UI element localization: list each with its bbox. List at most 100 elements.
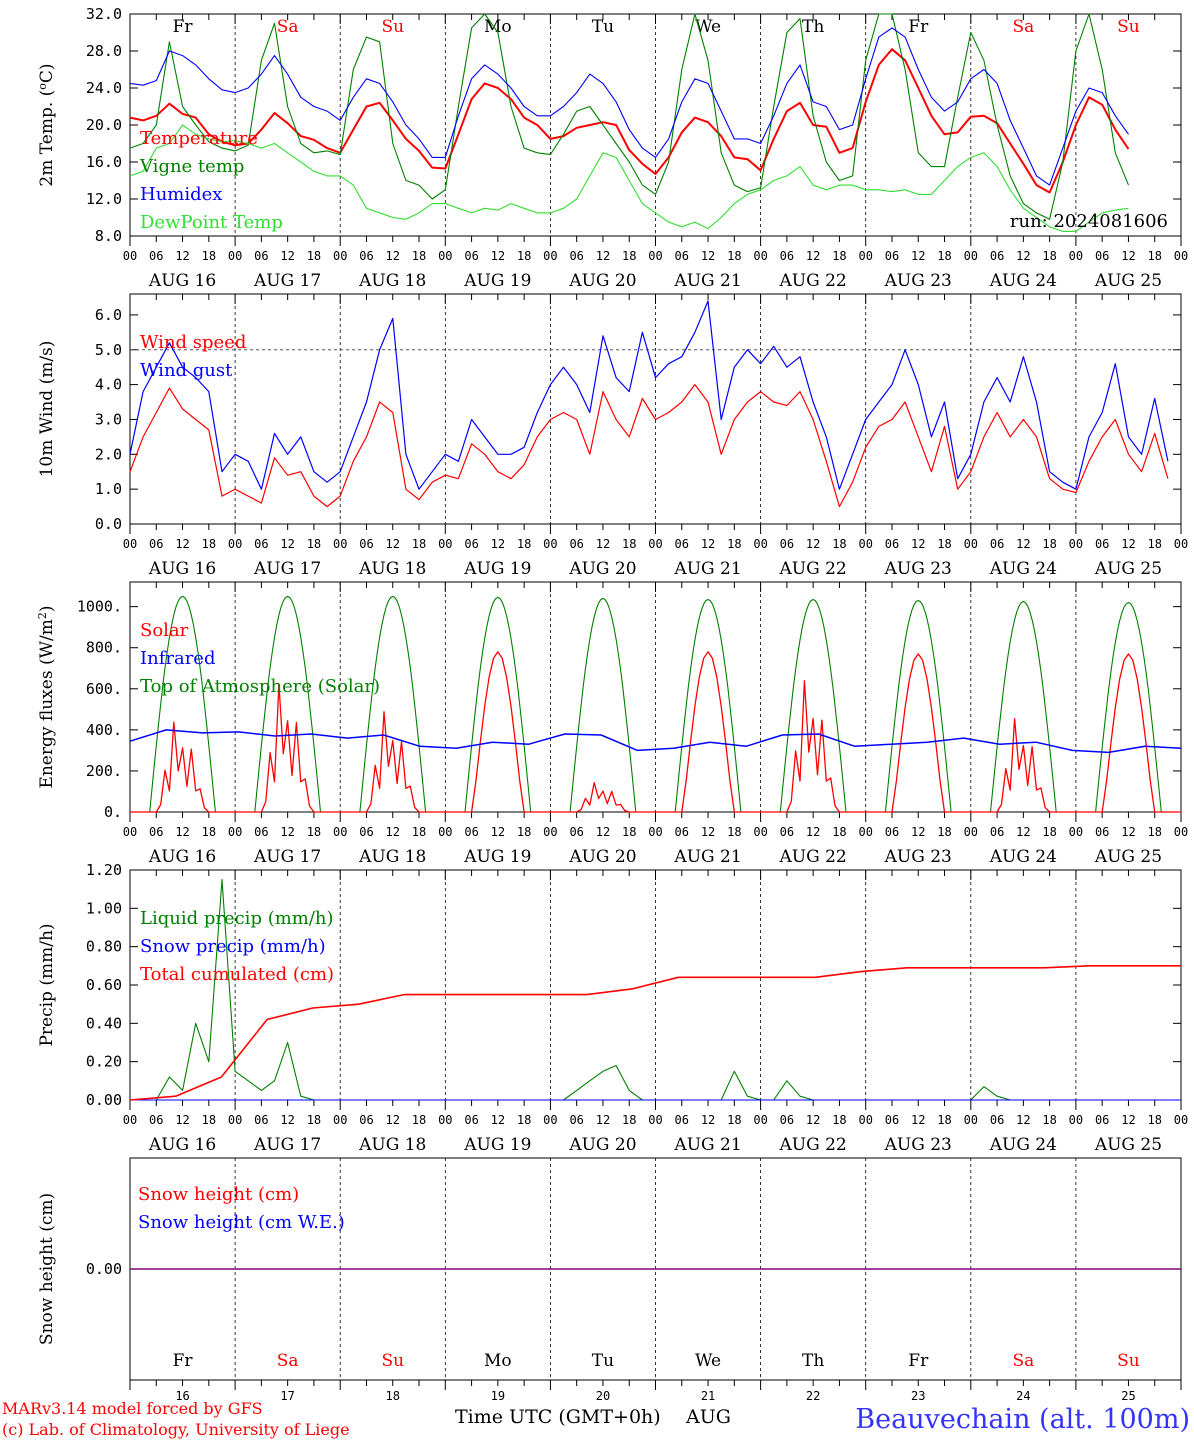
hour-label: 18 <box>412 249 426 263</box>
hour-label: 12 <box>386 1113 400 1127</box>
y-tick-label: 0.00 <box>86 1091 122 1109</box>
hour-label: 12 <box>911 249 925 263</box>
panel-4: 0.00 0.20 0.40 0.60 0.80 1.00 1.20 Precip (mm/h… <box>37 861 1188 1155</box>
panel-1: 8.0 12.0 16.0 20.0 24.0 28.0 32.0 2m Temp. (oC)… <box>36 5 1188 291</box>
date-label: AUG 23 <box>884 1135 952 1155</box>
y-tick-label: 0.40 <box>86 1014 122 1032</box>
y-tick-label: 0.00 <box>86 1260 122 1278</box>
hour-label: 18 <box>517 1113 531 1127</box>
date-label: AUG 19 <box>463 1135 531 1155</box>
date-label: AUG 24 <box>989 1135 1057 1155</box>
hour-label: 18 <box>832 249 846 263</box>
y-axis-label: Energy fluxes (W/m2) <box>36 605 57 788</box>
hour-label: 06 <box>990 1113 1004 1127</box>
day-number-label: 20 <box>596 1389 610 1403</box>
day-number-label: 23 <box>911 1389 925 1403</box>
hour-label: 12 <box>596 537 610 551</box>
series-vigne-temp <box>129 13 1130 220</box>
legend-entry: Total cumulated (cm) <box>140 964 334 985</box>
hour-label: 18 <box>1042 537 1056 551</box>
hour-label: 00 <box>333 537 347 551</box>
y-axis-label-part: o <box>36 83 49 90</box>
hour-label: 12 <box>701 249 715 263</box>
day-label-top: Sa <box>1012 17 1034 37</box>
day-label-bottom: Th <box>802 1351 824 1371</box>
hour-label: 06 <box>149 249 163 263</box>
y-tick-label: 1.20 <box>86 861 122 879</box>
hour-label: 00 <box>228 249 242 263</box>
hour-label: 00 <box>1174 1113 1188 1127</box>
date-label: AUG 17 <box>253 1135 321 1155</box>
hour-label: 06 <box>780 825 794 839</box>
day-label-bottom: Fr <box>908 1351 929 1371</box>
station-name: Beauvechain (alt. 100m) <box>855 1404 1190 1435</box>
lab-credit: (c) Lab. of Climatology, University of L… <box>2 1420 350 1439</box>
y-axis-label-part: ) <box>37 605 57 612</box>
legend-entry: Snow precip (mm/h) <box>140 936 326 957</box>
y-axis-label: 2m Temp. (oC) <box>36 63 57 186</box>
day-number-label: 25 <box>1121 1389 1135 1403</box>
hour-label: 06 <box>254 537 268 551</box>
hour-label: 12 <box>1016 249 1030 263</box>
date-label: AUG 23 <box>884 847 952 867</box>
hour-label: 06 <box>464 249 478 263</box>
hour-label: 00 <box>123 825 137 839</box>
date-label: AUG 23 <box>884 559 952 579</box>
hour-label: 06 <box>780 249 794 263</box>
hour-label: 06 <box>675 249 689 263</box>
y-tick-label: 0.20 <box>86 1053 122 1071</box>
date-label: AUG 23 <box>884 271 952 291</box>
hour-label: 00 <box>123 1113 137 1127</box>
hour-label: 06 <box>1095 825 1109 839</box>
hour-label: 00 <box>123 249 137 263</box>
day-number-label: 22 <box>806 1389 820 1403</box>
hour-label: 00 <box>543 825 557 839</box>
day-number-label: 21 <box>701 1389 715 1403</box>
hour-label: 18 <box>1147 1113 1161 1127</box>
hour-label: 00 <box>1069 1113 1083 1127</box>
date-label: AUG 25 <box>1094 271 1162 291</box>
series-total-cumulated <box>129 964 1181 1101</box>
hour-label: 12 <box>491 249 505 263</box>
y-tick-label: 0.60 <box>86 976 122 994</box>
hour-label: 00 <box>964 825 978 839</box>
series-humidex <box>129 27 1129 186</box>
hour-label: 18 <box>937 537 951 551</box>
hour-label: 12 <box>596 825 610 839</box>
legend-entry: Snow height (cm W.E.) <box>138 1212 345 1233</box>
hour-label: 18 <box>832 537 846 551</box>
y-axis-label: Precip (mm/h) <box>37 923 57 1046</box>
hour-label: 06 <box>254 249 268 263</box>
hour-label: 06 <box>464 1113 478 1127</box>
y-tick-label: 8.0 <box>95 227 122 245</box>
day-number-label: 19 <box>491 1389 505 1403</box>
y-tick-label: 6.0 <box>95 306 122 324</box>
hour-label: 06 <box>254 1113 268 1127</box>
y-tick-label: 1.00 <box>86 899 122 917</box>
y-tick-label: 28.0 <box>86 42 122 60</box>
date-label: AUG 24 <box>989 559 1057 579</box>
date-label: AUG 16 <box>148 271 216 291</box>
hour-label: 00 <box>858 537 872 551</box>
hour-label: 06 <box>359 537 373 551</box>
legend-entry: Infrared <box>140 648 215 669</box>
series-solar <box>130 651 1181 813</box>
hour-label: 06 <box>569 537 583 551</box>
day-number-label: 16 <box>175 1389 189 1403</box>
hour-label: 12 <box>491 825 505 839</box>
date-label: AUG 20 <box>568 847 636 867</box>
hour-label: 18 <box>832 825 846 839</box>
month-label: AUG <box>685 1406 731 1428</box>
hour-label: 00 <box>1174 537 1188 551</box>
hour-label: 18 <box>727 537 741 551</box>
hour-label: 18 <box>517 825 531 839</box>
hour-label: 06 <box>149 825 163 839</box>
hour-label: 06 <box>569 1113 583 1127</box>
hour-label: 18 <box>1042 1113 1056 1127</box>
hour-label: 06 <box>780 537 794 551</box>
hour-label: 18 <box>727 1113 741 1127</box>
hour-label: 00 <box>333 825 347 839</box>
hour-label: 12 <box>806 537 820 551</box>
y-axis-label-part: Energy fluxes (W/m <box>37 619 57 788</box>
hour-label: 00 <box>858 1113 872 1127</box>
